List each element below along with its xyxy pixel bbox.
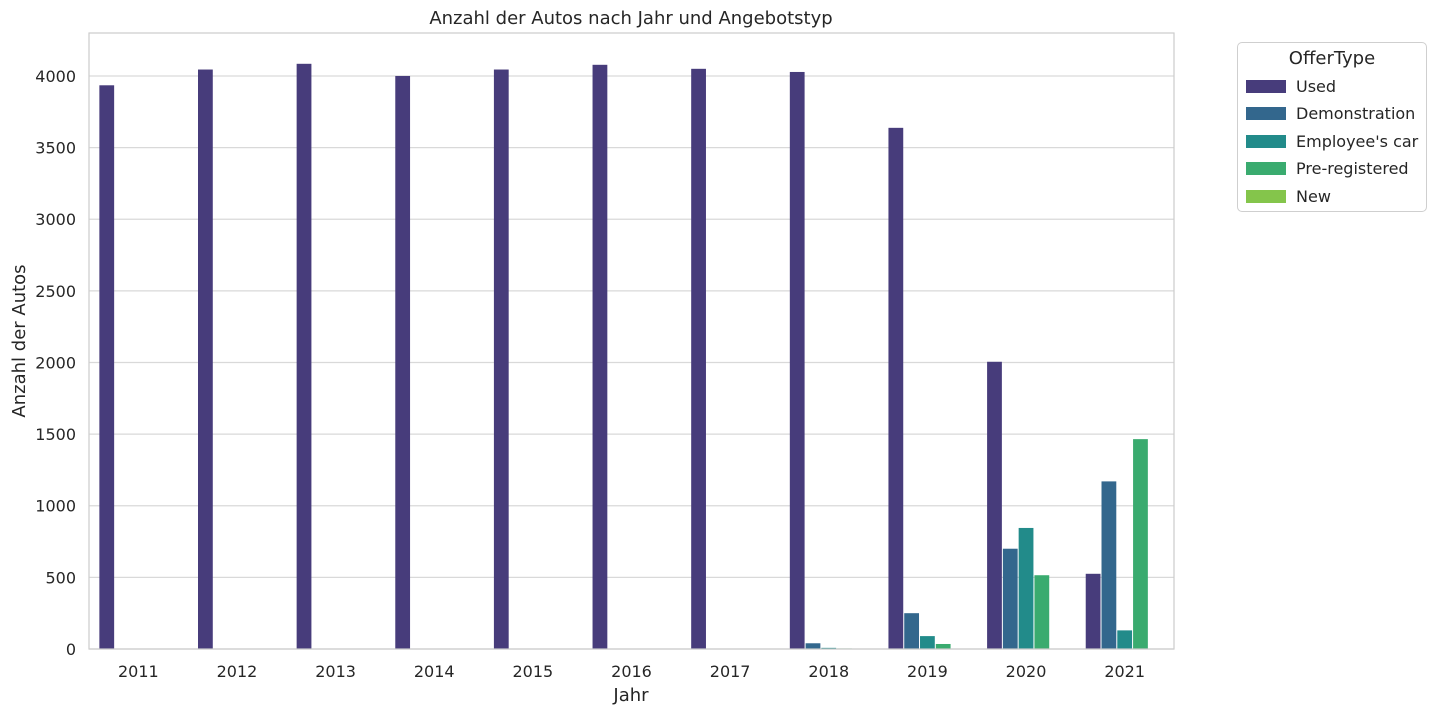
legend-swatch: [1246, 79, 1286, 93]
y-tick-labels: 0 500 1000 1500 2000 2500 3000 3500 4000: [35, 67, 76, 659]
bar-used-2011: [99, 85, 115, 649]
bar-employee-s-car-2020: [1018, 527, 1034, 649]
bar-used-2017: [691, 68, 706, 649]
bar-used-2020: [987, 361, 1002, 649]
y-tick-label: 1000: [35, 497, 76, 516]
legend-label: Demonstration: [1296, 104, 1416, 123]
bar-used-2019: [888, 127, 904, 650]
y-tick-label: 0: [66, 640, 76, 659]
legend-item: Demonstration: [1246, 103, 1415, 125]
x-tick-label: 2016: [611, 662, 652, 681]
legend: OfferType Used Demonstration Employee's ca…: [1237, 42, 1427, 212]
bar-used-2021: [1085, 573, 1101, 649]
bar-used-2012: [198, 69, 213, 650]
y-tick-label: 3000: [35, 210, 76, 229]
bar-pre-registered-2020: [1034, 575, 1050, 649]
y-tick-label: 3500: [35, 139, 76, 158]
x-tick-label: 2017: [710, 662, 751, 681]
x-tick-label: 2015: [513, 662, 554, 681]
x-tick-label: 2013: [315, 662, 356, 681]
legend-item: Pre-registered: [1246, 158, 1409, 180]
bars: [99, 63, 1148, 650]
bar-demonstration-2019: [904, 613, 920, 649]
legend-label: Pre-registered: [1296, 159, 1409, 178]
bar-pre-registered-2019: [935, 643, 951, 649]
x-axis-label: Jahr: [612, 685, 649, 706]
y-tick-label: 2500: [35, 282, 76, 301]
plot-frame: [88, 32, 1175, 650]
bar-used-2015: [493, 69, 509, 650]
grid: [89, 75, 1174, 650]
bar-pre-registered-2021: [1133, 439, 1148, 649]
legend-swatch: [1246, 189, 1286, 203]
bar-demonstration-2020: [1002, 548, 1018, 649]
bar-demonstration-2018: [805, 643, 821, 649]
x-tick-label: 2020: [1006, 662, 1047, 681]
y-tick-label: 4000: [35, 67, 76, 86]
legend-title: OfferType: [1288, 48, 1376, 69]
bar-used-2014: [395, 75, 411, 649]
legend-label: New: [1296, 186, 1331, 206]
x-tick-label: 2019: [907, 662, 948, 681]
bar-demonstration-2021: [1101, 481, 1117, 649]
bar-employee-s-car-2021: [1117, 630, 1133, 649]
legend-label: Used: [1296, 76, 1337, 96]
y-tick-label: 1500: [35, 425, 76, 444]
bar-employee-s-car-2019: [920, 636, 935, 649]
bar-used-2013: [296, 63, 312, 650]
legend-swatch: [1246, 162, 1286, 175]
bar-used-2018: [789, 71, 805, 650]
legend-swatch: [1246, 134, 1286, 148]
chart-title: Anzahl der Autos nach Jahr und Angebotst…: [429, 8, 832, 29]
y-tick-label: 2000: [35, 353, 76, 372]
x-tick-labels: 2011 2012 2013 2014 2015 2016 2017 2018 2019 2020…: [118, 662, 1145, 681]
legend-item: New: [1246, 185, 1331, 207]
bar-used-2016: [592, 64, 608, 649]
x-tick-label: 2021: [1104, 662, 1145, 681]
x-tick-label: 2011: [118, 662, 159, 681]
legend-item: Employee's car: [1246, 130, 1418, 152]
x-tick-label: 2012: [217, 662, 258, 681]
y-axis-label: Anzahl der Autos: [9, 264, 30, 417]
legend-swatch: [1246, 107, 1286, 120]
x-tick-label: 2018: [808, 662, 849, 681]
y-tick-label: 500: [45, 568, 76, 587]
legend-label: Employee's car: [1296, 131, 1419, 151]
legend-item: Used: [1246, 75, 1336, 97]
x-tick-label: 2014: [414, 662, 455, 681]
